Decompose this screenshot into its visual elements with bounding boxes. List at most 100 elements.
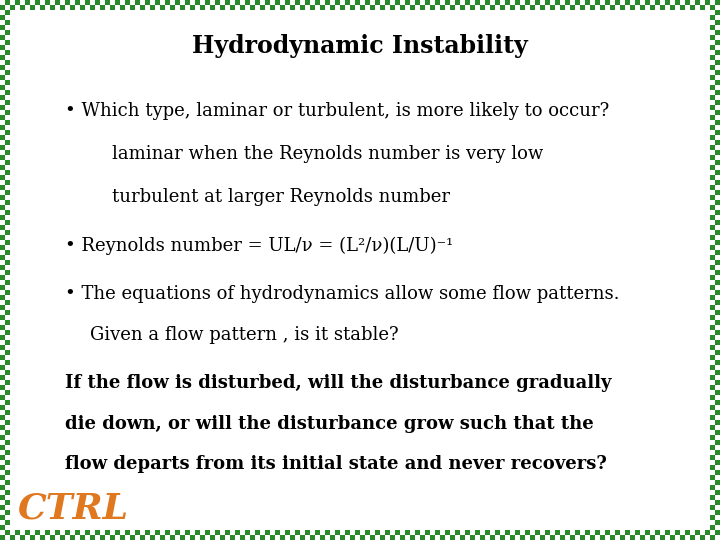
Bar — [715, 170, 720, 175]
Bar — [5, 225, 10, 230]
Bar — [700, 0, 705, 5]
Bar — [710, 315, 715, 320]
Bar — [165, 530, 170, 535]
Bar — [35, 5, 40, 10]
Bar — [710, 60, 715, 65]
Bar — [440, 5, 445, 10]
Bar — [175, 530, 180, 535]
Bar — [5, 135, 10, 140]
Bar — [140, 535, 145, 540]
Bar — [25, 530, 30, 535]
Bar — [580, 5, 585, 10]
Bar — [435, 535, 440, 540]
Bar — [695, 0, 700, 5]
Bar — [5, 275, 10, 280]
Bar — [710, 365, 715, 370]
Bar — [715, 185, 720, 190]
Bar — [5, 140, 10, 145]
Bar — [565, 0, 570, 5]
Bar — [0, 5, 5, 10]
Bar — [715, 465, 720, 470]
Bar — [0, 460, 5, 465]
Bar — [10, 0, 15, 5]
Bar — [680, 535, 685, 540]
Bar — [125, 5, 130, 10]
Bar — [10, 5, 15, 10]
Bar — [400, 0, 405, 5]
Bar — [45, 535, 50, 540]
Bar — [270, 535, 275, 540]
Bar — [5, 40, 10, 45]
Bar — [715, 455, 720, 460]
Bar — [715, 325, 720, 330]
Bar — [265, 0, 270, 5]
Bar — [5, 285, 10, 290]
Bar — [40, 5, 45, 10]
Bar — [40, 0, 45, 5]
Bar — [710, 265, 715, 270]
Bar — [390, 535, 395, 540]
Bar — [340, 535, 345, 540]
Bar — [205, 535, 210, 540]
Bar — [165, 535, 170, 540]
Bar — [710, 530, 715, 535]
Bar — [350, 530, 355, 535]
Bar — [185, 530, 190, 535]
Bar — [480, 535, 485, 540]
Bar — [20, 535, 25, 540]
Bar — [355, 0, 360, 5]
Bar — [420, 0, 425, 5]
Bar — [715, 75, 720, 80]
Bar — [655, 5, 660, 10]
Bar — [640, 5, 645, 10]
Bar — [685, 530, 690, 535]
Bar — [715, 510, 720, 515]
Bar — [0, 440, 5, 445]
Bar — [260, 0, 265, 5]
Bar — [430, 535, 435, 540]
Bar — [140, 5, 145, 10]
Bar — [520, 0, 525, 5]
Bar — [5, 70, 10, 75]
Bar — [375, 530, 380, 535]
Bar — [60, 530, 65, 535]
Bar — [470, 0, 475, 5]
Bar — [5, 155, 10, 160]
Bar — [5, 20, 10, 25]
Bar — [710, 440, 715, 445]
Bar — [0, 160, 5, 165]
Bar — [715, 135, 720, 140]
Bar — [710, 360, 715, 365]
Bar — [5, 270, 10, 275]
Bar — [410, 5, 415, 10]
Bar — [425, 535, 430, 540]
Bar — [0, 430, 5, 435]
Bar — [710, 525, 715, 530]
Bar — [715, 270, 720, 275]
Bar — [460, 0, 465, 5]
Bar — [715, 275, 720, 280]
Bar — [525, 530, 530, 535]
Bar — [710, 285, 715, 290]
Bar — [715, 190, 720, 195]
Bar — [180, 535, 185, 540]
Bar — [710, 250, 715, 255]
Bar — [470, 535, 475, 540]
Bar — [85, 0, 90, 5]
Bar — [0, 435, 5, 440]
Bar — [555, 535, 560, 540]
Bar — [5, 95, 10, 100]
Bar — [565, 535, 570, 540]
Bar — [220, 5, 225, 10]
Bar — [710, 260, 715, 265]
Bar — [455, 5, 460, 10]
Bar — [85, 5, 90, 10]
Bar — [685, 5, 690, 10]
Bar — [260, 530, 265, 535]
Bar — [5, 200, 10, 205]
Bar — [715, 495, 720, 500]
Bar — [715, 160, 720, 165]
Bar — [5, 65, 10, 70]
Bar — [170, 535, 175, 540]
Bar — [655, 535, 660, 540]
